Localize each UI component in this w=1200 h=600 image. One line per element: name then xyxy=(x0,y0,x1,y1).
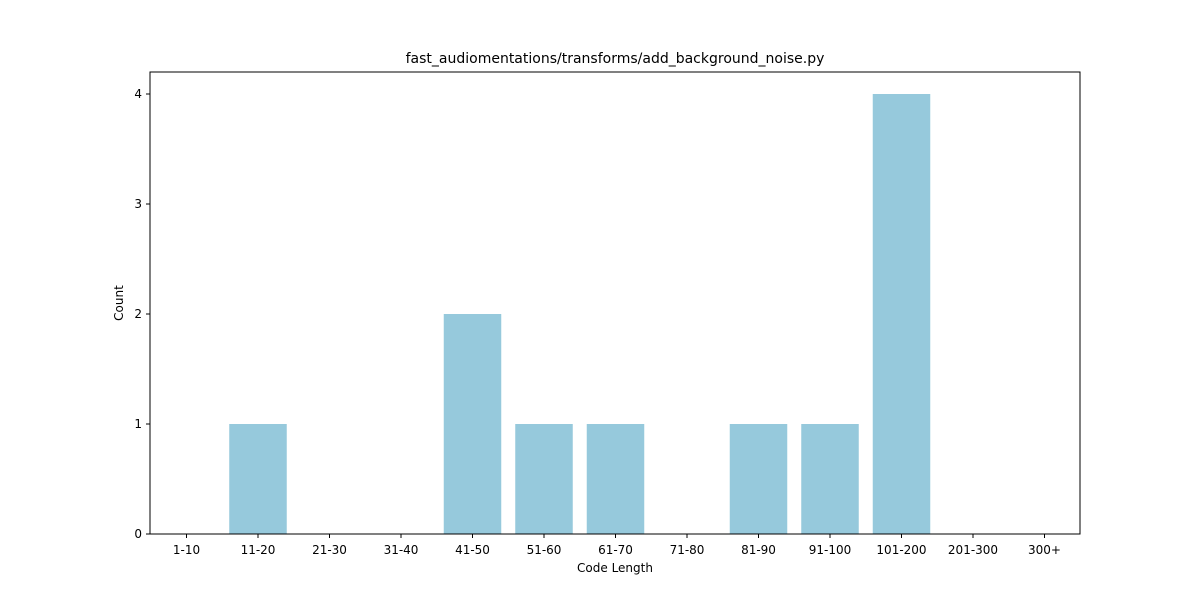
x-tick-label: 11-20 xyxy=(241,543,276,557)
x-tick-label: 51-60 xyxy=(527,543,562,557)
bar-61-70 xyxy=(586,424,645,534)
x-axis-label: Code Length xyxy=(577,561,653,575)
x-tick-label: 201-300 xyxy=(948,543,998,557)
bar-11-20 xyxy=(229,424,287,534)
x-tick-label: 21-30 xyxy=(312,543,347,557)
bar-101-200 xyxy=(872,94,931,534)
x-tick-label: 1-10 xyxy=(173,543,200,557)
x-tick-label: 41-50 xyxy=(455,543,490,557)
y-tick-label: 2 xyxy=(134,307,142,321)
bar-81-90 xyxy=(729,424,788,534)
y-axis-ticks: 0 1 2 3 4 xyxy=(134,87,150,541)
plot-area-frame xyxy=(149,71,1081,535)
y-axis-label: Count xyxy=(112,285,126,321)
x-tick-label: 91-100 xyxy=(809,543,852,557)
x-tick-label: 31-40 xyxy=(384,543,419,557)
x-tick-label: 300+ xyxy=(1028,543,1061,557)
bar-51-60 xyxy=(515,424,573,534)
chart-title: fast_audiomentations/transforms/add_back… xyxy=(406,51,825,67)
bar-91-100 xyxy=(801,424,859,534)
x-tick-label: 81-90 xyxy=(741,543,776,557)
bar-41-50 xyxy=(443,314,502,534)
x-tick-label: 61-70 xyxy=(598,543,633,557)
y-tick-label: 3 xyxy=(134,197,142,211)
y-tick-label: 0 xyxy=(134,527,142,541)
y-tick-label: 4 xyxy=(134,87,142,101)
x-tick-label: 71-80 xyxy=(670,543,705,557)
y-tick-label: 1 xyxy=(134,417,142,431)
x-tick-label: 101-200 xyxy=(876,543,926,557)
x-axis-ticks: 1-10 11-20 21-30 31-40 41-50 51-60 61-70 71-80 8… xyxy=(173,534,1061,557)
bars-group xyxy=(229,94,931,534)
